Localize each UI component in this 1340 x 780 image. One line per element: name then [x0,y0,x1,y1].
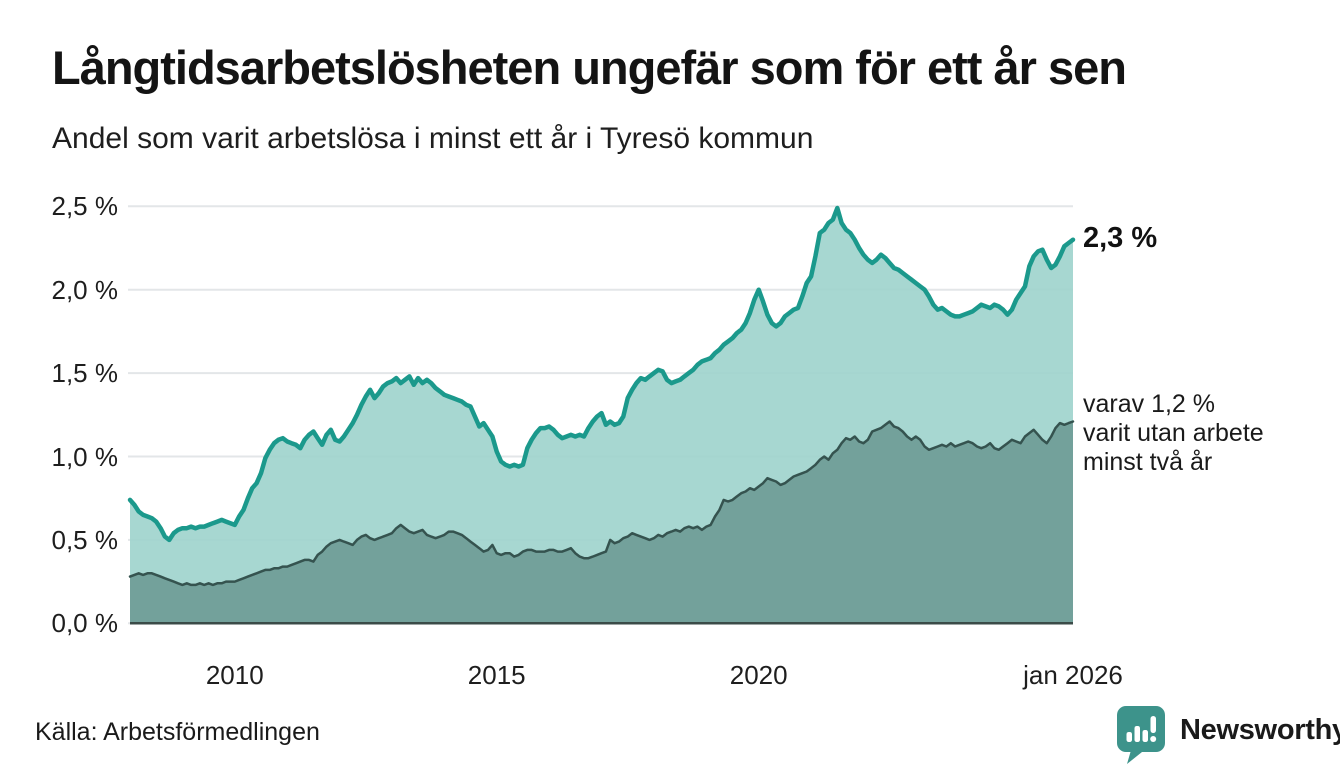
brand-name: Newsworthy [1180,714,1340,746]
y-axis-label: 0,5 % [51,524,119,555]
annotation-line: varit utan arbete [1083,419,1264,447]
x-axis-label: 2010 [205,660,264,690]
page-subtitle: Andel som varit arbetslösa i minst ett å… [52,122,814,155]
y-axis-label: 1,0 % [51,441,119,472]
annotation-line: minst två år [1083,448,1213,476]
newsworthy-bubble-icon [1117,706,1165,764]
exclamation-dot [1150,736,1157,742]
bar-icon [1142,730,1148,742]
bubble-shape [1117,706,1165,764]
y-axis-label: 2,5 % [51,191,119,222]
exclamation-icon [1150,716,1156,733]
x-axis-label: 2020 [729,660,788,690]
end-value-label-two-years: varav 1,2 % varit utan arbete minst två … [1083,390,1264,477]
newsworthy-logo[interactable]: Newsworthy [1116,706,1340,764]
y-axis-label: 0,0 % [51,608,119,639]
x-axis-label: 2015 [467,660,526,690]
line-min-two-years [128,420,1075,587]
x-axis-label: jan 2026 [1023,660,1123,690]
end-value-label-total: 2,3 % [1083,222,1158,254]
line-total-min-one-year [127,205,1076,543]
page-title: Långtidsarbetslösheten ungefär som för e… [52,41,1127,94]
bar-icon [1134,726,1140,742]
area-min-two-years [130,421,1073,624]
bar-icon [1126,732,1132,742]
annotation-line: varav 1,2 % [1083,390,1216,418]
y-axis-label: 1,5 % [51,358,119,389]
source-text: Källa: Arbetsförmedlingen [35,718,320,746]
y-axis-label: 2,0 % [51,274,119,305]
